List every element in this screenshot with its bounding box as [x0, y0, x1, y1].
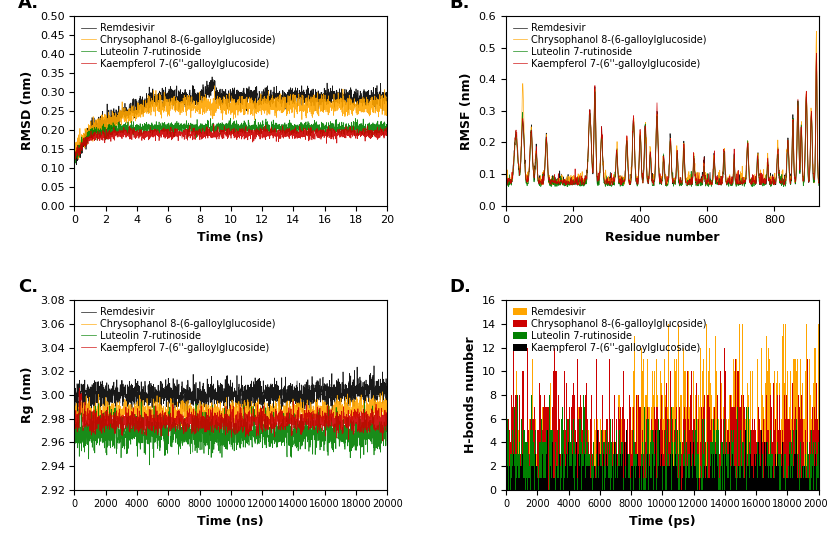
Text: A.: A.: [18, 0, 39, 12]
X-axis label: Time (ns): Time (ns): [198, 231, 264, 244]
Text: B.: B.: [450, 0, 471, 12]
Legend: Remdesivir, Chrysophanol 8-(6-galloylglucoside), Luteolin 7-rutinoside, Kaempfer: Remdesivir, Chrysophanol 8-(6-galloylglu…: [79, 305, 277, 355]
Text: D.: D.: [450, 279, 471, 296]
Legend: Remdesivir, Chrysophanol 8-(6-galloylglucoside), Luteolin 7-rutinoside, Kaempfer: Remdesivir, Chrysophanol 8-(6-galloylglu…: [79, 21, 277, 70]
X-axis label: Residue number: Residue number: [605, 231, 719, 244]
Y-axis label: RMSD (nm): RMSD (nm): [22, 71, 35, 151]
Text: C.: C.: [18, 279, 38, 296]
Y-axis label: H-bonds number: H-bonds number: [464, 337, 476, 453]
Legend: Remdesivir, Chrysophanol 8-(6-galloylglucoside), Luteolin 7-rutinoside, Kaempfer: Remdesivir, Chrysophanol 8-(6-galloylglu…: [511, 305, 709, 355]
X-axis label: Time (ns): Time (ns): [198, 515, 264, 528]
Y-axis label: Rg (nm): Rg (nm): [22, 366, 34, 423]
Y-axis label: RMSF (nm): RMSF (nm): [460, 72, 473, 150]
Legend: Remdesivir, Chrysophanol 8-(6-galloylglucoside), Luteolin 7-rutinoside, Kaempfer: Remdesivir, Chrysophanol 8-(6-galloylglu…: [511, 21, 709, 70]
X-axis label: Time (ps): Time (ps): [629, 515, 696, 528]
